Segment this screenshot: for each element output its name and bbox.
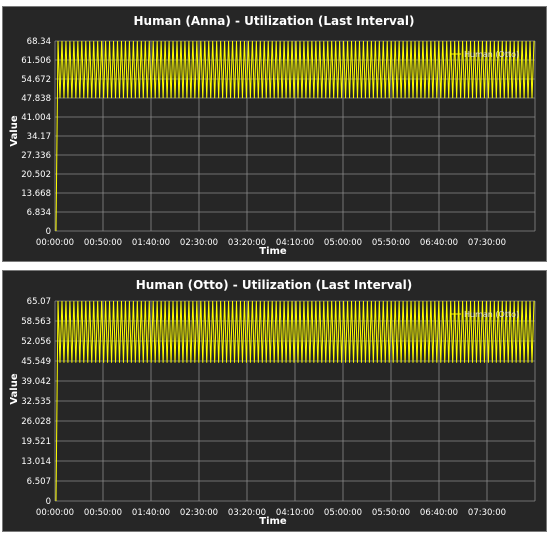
legend: Human (Otto) (451, 50, 519, 59)
chart-title: Human (Anna) - Utilization (Last Interva… (133, 14, 414, 28)
x-tick-label: 03:20:00 (228, 508, 266, 518)
chart-anna: Human (Anna) - Utilization (Last Interva… (9, 14, 536, 257)
y-tick-label: 13.668 (21, 189, 51, 199)
x-tick-label: 04:10:00 (276, 238, 314, 248)
legend-entry: Human (Otto) (464, 310, 519, 319)
legend-entry: Human (Otto) (464, 50, 519, 59)
x-tick-label: 00:50:00 (84, 508, 122, 518)
x-tick-label: 07:30:00 (468, 508, 506, 518)
y-tick-label: 65.07 (27, 297, 51, 307)
y-tick-label: 68.34 (27, 37, 51, 47)
y-tick-label: 13.014 (21, 457, 51, 467)
y-tick-label: 26.028 (21, 417, 51, 427)
y-tick-label: 32.535 (21, 397, 51, 407)
x-tick-label: 02:30:00 (180, 508, 218, 518)
x-axis-ticks: 00:00:00 00:50:00 01:40:00 02:30:00 03:20:00… (36, 508, 506, 518)
y-tick-label: 20.502 (21, 170, 51, 180)
y-tick-label: 45.549 (21, 357, 51, 367)
y-tick-label: 54.672 (21, 75, 51, 85)
x-tick-label: 07:30:00 (468, 238, 506, 248)
x-tick-label: 06:40:00 (420, 508, 458, 518)
y-tick-label: 47.838 (21, 94, 51, 104)
chart-otto: Human (Otto) - Utilization (Last Interva… (9, 278, 536, 527)
x-tick-label: 05:00:00 (324, 508, 362, 518)
x-tick-label: 01:40:00 (132, 238, 170, 248)
x-axis-ticks: 00:00:00 00:50:00 01:40:00 02:30:00 03:20:00… (36, 238, 506, 248)
x-tick-label: 05:00:00 (324, 238, 362, 248)
y-axis-ticks: 0 6.834 13.668 20.502 27.336 34.17 41.004 47.83… (21, 37, 51, 237)
y-axis-ticks: 0 6.507 13.014 19.521 26.028 32.535 39.042 45.5… (21, 297, 51, 507)
y-tick-label: 0 (46, 497, 51, 507)
y-tick-label: 39.042 (21, 377, 51, 387)
x-axis-label: Time (259, 516, 287, 527)
x-tick-label: 05:50:00 (372, 508, 410, 518)
x-tick-label: 03:20:00 (228, 238, 266, 248)
y-tick-label: 27.336 (21, 151, 51, 161)
series-layer (55, 300, 535, 502)
y-axis-label: Value (9, 373, 20, 404)
y-tick-label: 6.507 (27, 477, 51, 487)
y-tick-label: 58.563 (21, 317, 51, 327)
x-tick-label: 01:40:00 (132, 508, 170, 518)
y-tick-label: 19.521 (21, 437, 51, 447)
x-tick-label: 00:00:00 (36, 508, 74, 518)
x-tick-label: 00:50:00 (84, 238, 122, 248)
y-axis-label: Value (9, 115, 20, 146)
y-tick-label: 61.506 (21, 56, 51, 66)
y-tick-label: 52.056 (21, 337, 51, 347)
chart-title: Human (Otto) - Utilization (Last Interva… (136, 278, 412, 292)
x-tick-label: 06:40:00 (420, 238, 458, 248)
x-tick-label: 05:50:00 (372, 238, 410, 248)
x-tick-label: 00:00:00 (36, 238, 74, 248)
y-tick-label: 41.004 (21, 113, 51, 123)
series-line (55, 300, 535, 502)
series-line (55, 40, 535, 232)
y-tick-label: 0 (46, 227, 51, 237)
legend: Human (Otto) (451, 310, 519, 319)
chart-panel-anna: Human (Anna) - Utilization (Last Interva… (2, 6, 547, 262)
x-axis-label: Time (259, 246, 287, 257)
series-layer (55, 40, 535, 232)
x-tick-label: 04:10:00 (276, 508, 314, 518)
y-tick-label: 34.17 (27, 132, 51, 142)
y-tick-label: 6.834 (27, 208, 51, 218)
chart-panel-otto: Human (Otto) - Utilization (Last Interva… (2, 270, 547, 532)
x-tick-label: 02:30:00 (180, 238, 218, 248)
